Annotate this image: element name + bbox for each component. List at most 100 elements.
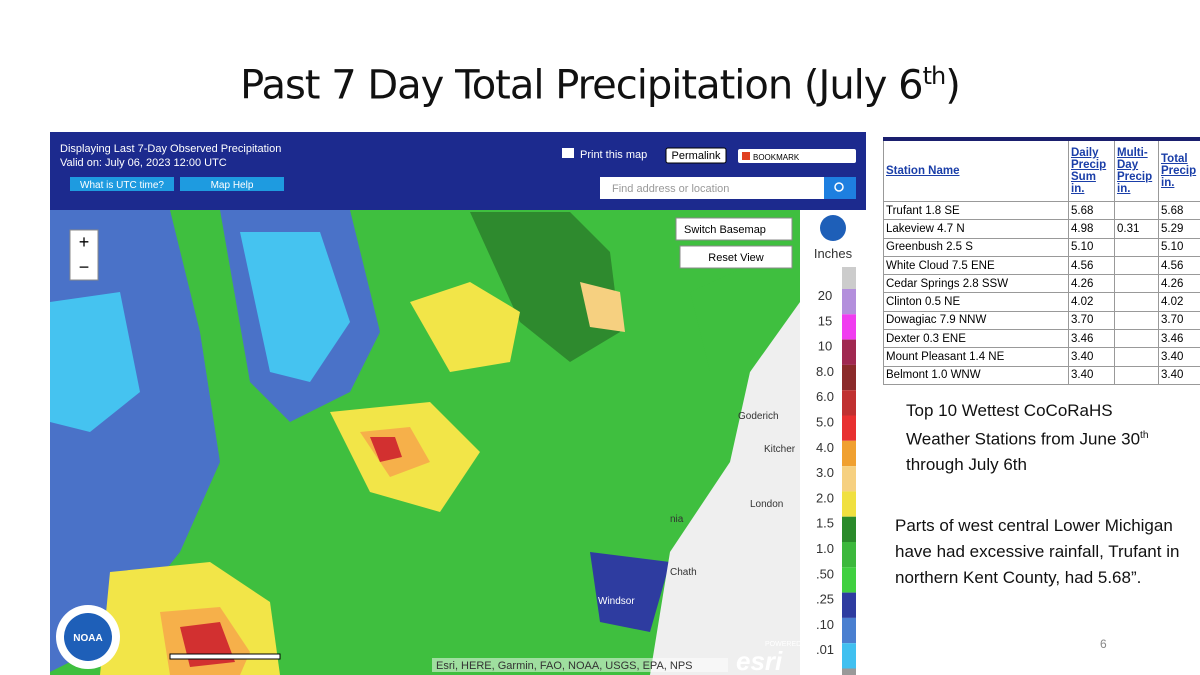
header-line: Displaying Last 7-Day Observed Precipita… (60, 143, 281, 155)
legend-label: 1.0 (816, 541, 834, 556)
table-cell: White Cloud 7.5 ENE (883, 255, 1069, 276)
column-header: Daily Precip Sum in. (1068, 139, 1115, 202)
permalink-button[interactable] (665, 147, 727, 164)
search-box[interactable] (600, 177, 824, 199)
button-label[interactable]: Map Help (211, 180, 254, 191)
search-button[interactable] (824, 177, 856, 199)
table-cell: 3.40 (1068, 365, 1115, 385)
table-header: Station Name Daily Precip Sum in. Multi-Da… (883, 139, 1200, 202)
title-end: ) (945, 62, 961, 109)
table-cell (1114, 347, 1159, 367)
legend-label: 1.5 (816, 516, 834, 531)
table-row: Lakeview 4.7 N 4.98 0.31 5.29 (883, 219, 1200, 239)
help-button[interactable] (180, 177, 284, 191)
print-icon[interactable] (562, 148, 574, 158)
table-cell: 3.40 (1068, 347, 1115, 367)
legend-label: .25 (816, 592, 834, 607)
table-cell (1114, 310, 1159, 331)
table-cell: 4.26 (1068, 274, 1115, 294)
table-cell: 4.02 (1068, 292, 1115, 312)
search-icon (834, 182, 844, 192)
precip-lightblue (240, 232, 350, 382)
esri-logo: esri (736, 646, 783, 675)
scale-bar (169, 653, 281, 660)
table-row: Mount Pleasant 1.4 NE 3.40 3.40 (883, 347, 1200, 367)
button-label[interactable]: Switch Basemap (684, 224, 766, 236)
legend-label: 15 (818, 313, 832, 328)
place-label: Windsor (598, 596, 635, 607)
precip-red (370, 437, 402, 462)
table-cell: 5.68 (1068, 200, 1115, 221)
table-cell: 5.10 (1158, 237, 1200, 257)
zoom-control[interactable] (69, 229, 99, 281)
legend-label: 3.0 (816, 465, 834, 480)
table-row: Clinton 0.5 NE 4.02 4.02 (883, 292, 1200, 312)
table-row: Dexter 0.3 ENE 3.46 3.46 (883, 329, 1200, 349)
button-label[interactable]: Reset View (708, 252, 763, 264)
table-cell: 4.02 (1158, 292, 1200, 312)
button-label[interactable]: What is UTC time? (80, 180, 164, 191)
slide-title: Past 7 Day Total Precipitation (July 6th… (0, 62, 1200, 108)
bookmark-button[interactable] (738, 149, 856, 163)
legend-swatch (842, 617, 856, 644)
table-cell (1114, 365, 1159, 385)
table-cell: 3.46 (1068, 329, 1115, 349)
table-cell: Dexter 0.3 ENE (883, 329, 1069, 349)
table-cell (1114, 200, 1159, 221)
map-app: Displaying Last 7-Day Observed Precipita… (50, 132, 866, 675)
ontario-no-data (650, 302, 800, 675)
legend-label: .01 (816, 642, 834, 657)
zoom-out[interactable]: − (79, 257, 90, 277)
basemap-button[interactable] (675, 217, 793, 241)
print-link[interactable]: Print this map (580, 149, 647, 161)
zoom-in[interactable]: + (79, 232, 90, 252)
legend-label: 4.0 (816, 440, 834, 455)
table-cell: 4.56 (1158, 255, 1200, 276)
column-header: Station Name (883, 139, 1069, 202)
legend: 20 15 10 8.0 6.0 5.0 4.0 3.0 2.0 1.5 1.0 .50 .25 .10.… (816, 267, 856, 675)
column-header: Multi-Day Precip in. (1114, 139, 1159, 202)
button-label[interactable]: Permalink (672, 150, 721, 162)
precip-yellow (410, 282, 520, 372)
caption-sup: th (1140, 430, 1149, 441)
table-cell: Clinton 0.5 NE (883, 292, 1069, 312)
search-placeholder[interactable]: Find address or location (612, 183, 729, 195)
table-cell (1114, 274, 1159, 294)
table-cell (1114, 329, 1159, 349)
table-cell: 4.26 (1158, 274, 1200, 294)
legend-swatch (842, 643, 856, 669)
legend-label: .10 (816, 617, 834, 632)
place-label: Goderich (738, 411, 779, 422)
table-cell: 5.10 (1068, 237, 1115, 257)
legend-swatch (842, 339, 856, 365)
legend-swatch (842, 516, 856, 542)
button-label[interactable]: BOOKMARK (753, 153, 800, 162)
utc-button[interactable] (70, 177, 174, 191)
table-cell: 3.40 (1158, 347, 1200, 367)
table-cell: Lakeview 4.7 N (883, 219, 1069, 239)
legend-swatch (842, 567, 856, 593)
legend-swatch (842, 542, 856, 568)
table-cell: 5.68 (1158, 200, 1200, 221)
table-cell: Mount Pleasant 1.4 NE (883, 347, 1069, 367)
legend-swatch (842, 289, 856, 315)
table-row: Greenbush 2.5 S 5.10 5.10 (883, 237, 1200, 257)
noaa-icon (820, 215, 846, 241)
legend-label: 20 (818, 288, 832, 303)
legend-swatch (842, 364, 856, 391)
legend-swatch (842, 592, 856, 618)
place-label: Kitcher (764, 444, 796, 455)
precip-lightorange (580, 282, 625, 332)
noaa-logo-inner (64, 613, 112, 661)
column-header: Total Precip in. (1158, 139, 1200, 202)
table-row: Cedar Springs 2.8 SSW 4.26 4.26 (883, 274, 1200, 294)
precip-darkblue (590, 552, 670, 632)
table-body: Trufant 1.8 SE 5.68 5.68 Lakeview 4.7 N 4.98… (883, 200, 1200, 385)
legend-label: 10 (818, 339, 832, 354)
table-cell: Greenbush 2.5 S (883, 237, 1069, 257)
station-table: Station Name Daily Precip Sum in. Multi-Da… (883, 137, 1200, 385)
legend-title: Inches (814, 246, 853, 261)
caption-text: through July 6th (906, 454, 1027, 474)
reset-button[interactable] (679, 245, 793, 269)
header-line: Valid on: July 06, 2023 12:00 UTC (60, 157, 227, 169)
